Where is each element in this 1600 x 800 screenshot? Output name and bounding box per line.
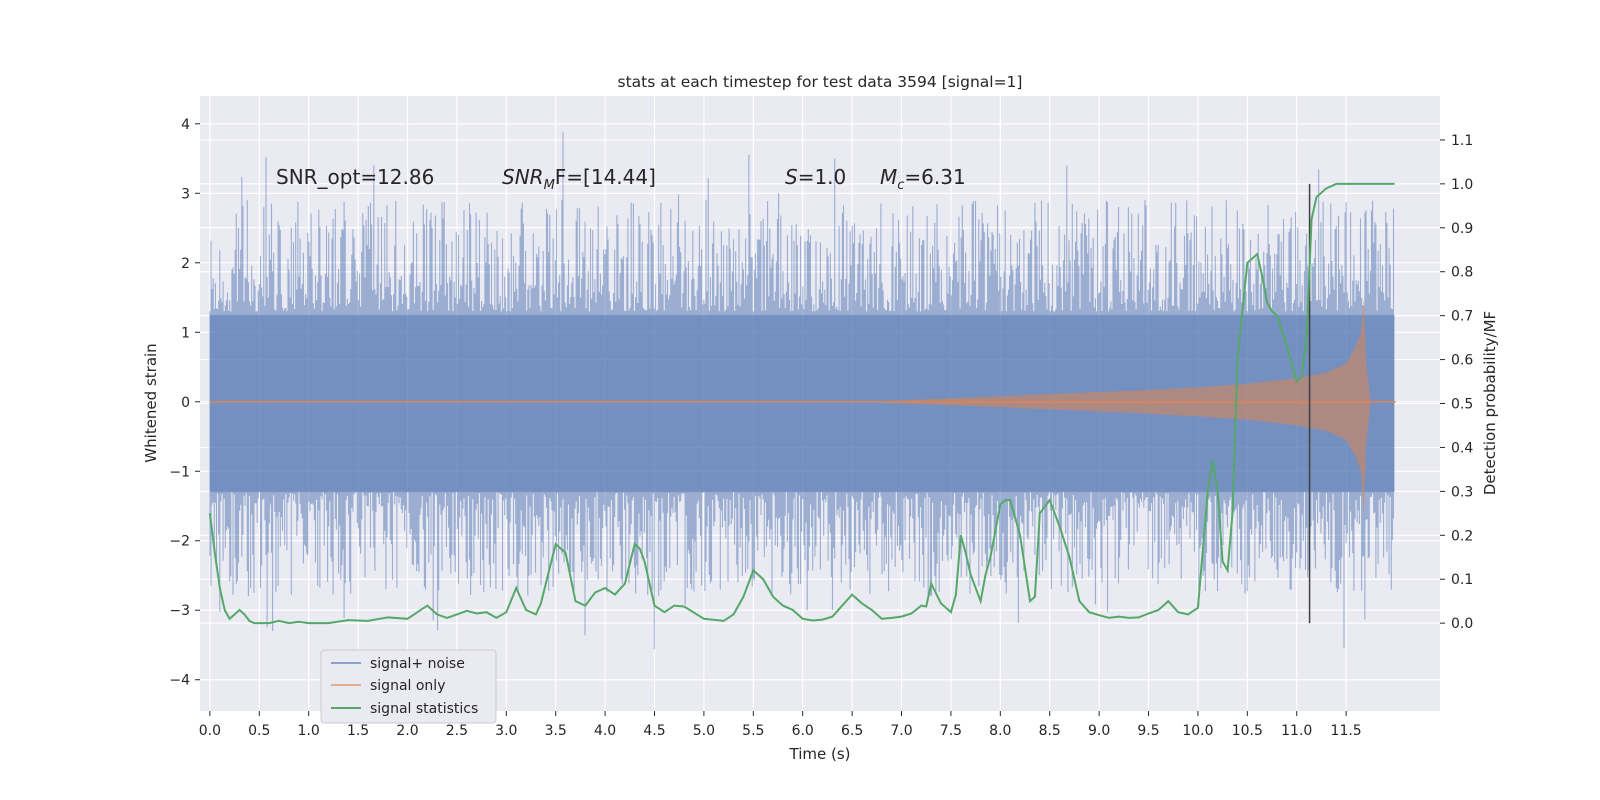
signal-envelope <box>209 297 1396 517</box>
x-tick-label: 2.5 <box>446 723 468 739</box>
x-tick-label: 5.5 <box>742 723 764 739</box>
y-axis-left-label: Whitened strain <box>142 343 160 462</box>
legend-label-signal-noise: signal+ noise <box>370 656 465 672</box>
annotation-mc-symbol: M <box>880 165 897 189</box>
x-tick-label: 8.0 <box>989 723 1011 739</box>
signal-only-series <box>209 297 1396 517</box>
legend-box <box>320 649 497 724</box>
y-right-tick-label: 1.0 <box>1451 177 1473 193</box>
x-tick-label: 6.0 <box>792 723 814 739</box>
x-tick-label: 7.0 <box>890 723 912 739</box>
annotation-mc-subscript: c <box>897 178 904 193</box>
y-left-tick-label: 3 <box>181 186 190 202</box>
x-tick-label: 5.0 <box>693 723 715 739</box>
y-axis-left: −4 −3 −2 −1 0 1 2 3 4 <box>169 117 200 689</box>
annotation-mc-value: =6.31 <box>904 165 965 189</box>
y-left-tick-label: −3 <box>169 603 190 619</box>
y-axis-right: 0.0 0.1 0.2 0.3 0.4 0.5 0.6 0.7 0.8 0.9 1.0 1.1 <box>1440 133 1473 632</box>
y-right-tick-label: 0.8 <box>1451 265 1473 281</box>
y-axis-right-label: Detection probability/MF <box>1481 311 1499 495</box>
x-tick-label: 7.5 <box>940 723 962 739</box>
x-axis: 0.0 0.5 1.0 1.5 2.0 2.5 3.0 3.5 4.0 4.5 5.0 5.5 6.0 6… <box>199 711 1362 739</box>
x-tick-label: 2.0 <box>396 723 418 739</box>
y-right-tick-label: 0.6 <box>1451 353 1473 369</box>
legend-label-signal-statistics: signal statistics <box>370 701 478 717</box>
y-right-tick-label: 0.4 <box>1451 440 1473 456</box>
y-right-tick-label: 0.9 <box>1451 221 1473 237</box>
legend-label-signal-only: signal only <box>370 678 445 694</box>
annotation-snr-mf-subscript: M <box>544 178 555 193</box>
legend: signal+ noise signal only signal statist… <box>320 649 497 724</box>
annotation-mc: Mc=6.31 <box>880 165 966 193</box>
x-tick-label: 11.0 <box>1281 723 1312 739</box>
y-right-tick-label: 0.1 <box>1451 572 1473 588</box>
y-left-tick-label: 0 <box>181 395 190 411</box>
y-right-tick-label: 0.0 <box>1451 616 1473 632</box>
annotation-snr-mf: SNRMF=[14.44] <box>502 165 656 193</box>
annotation-snr-mf-symbol: SNR <box>502 165 544 189</box>
y-right-tick-label: 1.1 <box>1451 133 1473 149</box>
y-left-tick-label: 4 <box>181 117 190 133</box>
y-left-tick-label: −2 <box>169 534 190 550</box>
annotation-s-value: =1.0 <box>798 165 847 189</box>
x-tick-label: 9.0 <box>1088 723 1110 739</box>
y-right-tick-label: 0.2 <box>1451 528 1473 544</box>
annotation-s-symbol: S <box>785 165 798 189</box>
x-tick-label: 8.5 <box>1039 723 1061 739</box>
x-tick-label: 0.5 <box>248 723 270 739</box>
x-tick-label: 4.5 <box>643 723 665 739</box>
x-tick-label: 10.0 <box>1182 723 1213 739</box>
x-tick-label: 4.0 <box>594 723 616 739</box>
y-right-tick-label: 0.5 <box>1451 397 1473 413</box>
x-tick-label: 10.5 <box>1232 723 1263 739</box>
x-tick-label: 1.5 <box>347 723 369 739</box>
annotation-snr-mf-value: F=[14.44] <box>555 165 656 189</box>
y-right-tick-label: 0.3 <box>1451 484 1473 500</box>
x-tick-label: 3.0 <box>495 723 517 739</box>
x-tick-label: 11.5 <box>1331 723 1362 739</box>
annotation-snr-opt: SNR_opt=12.86 <box>276 165 434 189</box>
annotation-s: S=1.0 <box>785 165 846 189</box>
y-right-tick-label: 0.7 <box>1451 309 1473 325</box>
y-left-tick-label: −4 <box>169 673 190 689</box>
x-tick-label: 6.5 <box>841 723 863 739</box>
y-left-tick-label: 2 <box>181 256 190 272</box>
x-axis-label: Time (s) <box>789 745 851 763</box>
y-left-tick-label: −1 <box>169 464 190 480</box>
x-tick-label: 3.5 <box>545 723 567 739</box>
chart-title: stats at each timestep for test data 359… <box>618 73 1023 91</box>
x-tick-label: 1.0 <box>298 723 320 739</box>
x-tick-label: 9.5 <box>1137 723 1159 739</box>
x-tick-label: 0.0 <box>199 723 221 739</box>
y-left-tick-label: 1 <box>181 325 190 341</box>
signal-statistics-line <box>208 182 1395 625</box>
